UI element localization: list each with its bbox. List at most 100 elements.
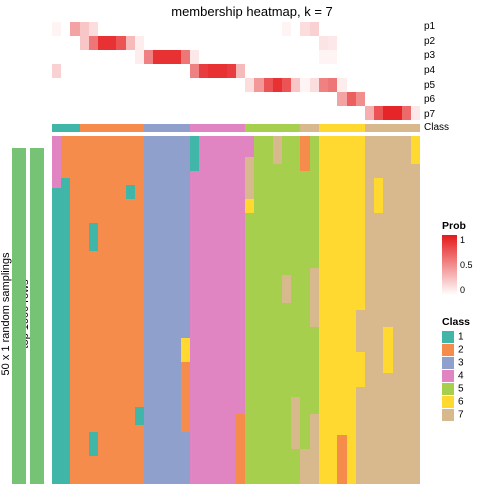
prob-cell [374,106,383,120]
class-cell [245,124,254,132]
prob-cell [300,106,309,120]
prob-cell [227,22,236,36]
prob-cell [254,22,263,36]
heat-block [190,171,199,484]
prob-cell [328,50,337,64]
prob-cell [374,50,383,64]
prob-cell [208,22,217,36]
class-cell [61,124,70,132]
prob-cell [254,64,263,78]
heat-block [245,213,254,484]
prob-cell [365,92,374,106]
prob-cell [282,64,291,78]
heat-col [402,136,411,484]
prob-cell [300,36,309,50]
prob-cell [162,78,171,92]
prob-cell [393,78,402,92]
class-cell [135,124,144,132]
prob-cell [245,78,254,92]
class-cell [356,124,365,132]
prob-cell [181,64,190,78]
prob-cell [190,78,199,92]
prob-cell [254,106,263,120]
prob-cell [107,78,116,92]
prob-cell [227,106,236,120]
prob-cell [199,36,208,50]
prob-cell [227,50,236,64]
heat-col [70,136,79,484]
prob-cell [80,78,89,92]
heat-col [52,136,61,484]
prob-cell [291,92,300,106]
prob-cell [282,106,291,120]
legend-swatch [442,396,454,408]
prob-cell [402,78,411,92]
heat-col [319,136,328,484]
prob-cell [356,78,365,92]
class-cell [273,124,282,132]
prob-cell [245,64,254,78]
legend-class-item: 6 [442,396,470,408]
legend-class-item: 7 [442,409,470,421]
heat-block [291,397,300,449]
prob-cell [153,78,162,92]
prob-cell [181,36,190,50]
prob-cell [411,64,420,78]
prob-cell [144,50,153,64]
prob-cell [347,50,356,64]
prob-cell [393,50,402,64]
prob-cell [199,78,208,92]
prob-cell [199,92,208,106]
heat-block [61,136,70,178]
prob-cell [208,78,217,92]
class-cell [107,124,116,132]
prob-cell [393,36,402,50]
prob-cell [218,106,227,120]
heat-block [98,136,107,484]
heat-block [245,199,254,213]
class-row [52,124,420,132]
prob-cell [227,78,236,92]
prob-cell [282,22,291,36]
heat-col [227,136,236,484]
class-cell [218,124,227,132]
legend-prob-tick: 1 [460,235,482,245]
prob-cell [402,64,411,78]
prob-cell [365,78,374,92]
class-cell [227,124,236,132]
legend-swatch [442,344,454,356]
heat-col [411,136,420,484]
prob-cell [365,36,374,50]
prob-cell [236,36,245,50]
prob-cell [144,64,153,78]
prob-cell [264,92,273,106]
legend-prob-gradient [442,235,457,295]
prob-cell [328,92,337,106]
heat-col [273,136,282,484]
prob-cell [52,78,61,92]
heat-block [135,407,144,424]
prob-cell [264,64,273,78]
legend-class-item: 4 [442,370,470,382]
prob-cell [393,22,402,36]
prob-cell [135,78,144,92]
prob-cell [98,92,107,106]
prob-cell [282,92,291,106]
main-heatmap [52,136,420,484]
row-label: p7 [424,110,435,120]
prob-cell [319,36,328,50]
prob-cell [365,22,374,36]
heat-col [126,136,135,484]
heat-block [300,449,309,484]
prob-cell [291,36,300,50]
heat-col [337,136,346,484]
prob-cell [98,78,107,92]
prob-cell [356,64,365,78]
prob-cell [162,92,171,106]
prob-row [52,78,420,92]
prob-cell [98,22,107,36]
heat-col [365,136,374,484]
heat-block [181,136,190,338]
prob-cell [310,92,319,106]
prob-row [52,92,420,106]
